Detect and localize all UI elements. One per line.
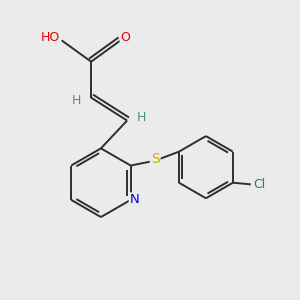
Text: S: S — [151, 152, 160, 166]
Text: H: H — [72, 94, 81, 107]
Text: Cl: Cl — [253, 178, 265, 191]
Text: H: H — [137, 111, 146, 124]
Text: HO: HO — [40, 31, 60, 44]
Text: N: N — [130, 194, 140, 206]
Text: O: O — [121, 31, 130, 44]
